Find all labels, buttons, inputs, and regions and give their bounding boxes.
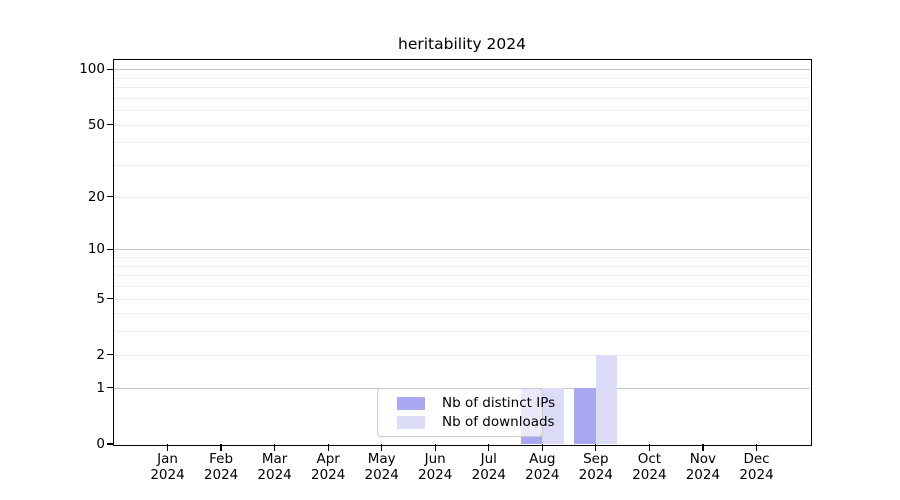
y-tick-1	[107, 387, 114, 389]
legend: Nb of distinct IPs Nb of downloads	[377, 388, 555, 437]
x-tick-aug	[541, 444, 543, 451]
x-tick-apr	[327, 444, 329, 451]
x-tick-label-jun: Jun 2024	[418, 451, 453, 483]
y-tick-label-100: 100	[79, 61, 105, 78]
gridline-y-minor-9	[114, 257, 810, 258]
gridline-y-minor-90	[114, 77, 810, 79]
bar-nb-of-distinct-ips-sep	[574, 387, 596, 444]
gridline-y-minor-80	[114, 87, 810, 88]
x-tick-jul	[488, 444, 490, 451]
x-tick-label-apr: Apr 2024	[311, 451, 346, 483]
gridline-y-minor-8	[114, 265, 810, 267]
x-tick-oct	[648, 444, 650, 451]
gridline-y-minor-7	[114, 275, 810, 277]
x-tick-label-nov: Nov 2024	[685, 451, 721, 483]
y-tick-20	[107, 196, 114, 198]
x-tick-label-aug: Aug 2024	[525, 451, 560, 483]
y-tick-label-2: 2	[96, 346, 105, 363]
x-tick-label-sep: Sep 2024	[578, 451, 613, 483]
gridline-y-minor-4	[114, 313, 810, 315]
y-tick-5	[107, 297, 114, 300]
x-tick-jan	[166, 444, 169, 451]
x-tick-label-jul: Jul 2024	[471, 451, 506, 483]
y-tick-10	[107, 248, 114, 250]
x-tick-feb	[220, 444, 222, 451]
gridline-y-minor-20	[114, 196, 810, 198]
x-tick-nov	[702, 444, 704, 451]
x-tick-label-mar: Mar 2024	[257, 451, 292, 483]
legend-item-downloads: Nb of downloads	[397, 413, 555, 431]
plot-area	[114, 60, 810, 444]
y-tick-0	[107, 443, 114, 445]
gridline-y-minor-60	[114, 110, 810, 112]
legend-item-distinct-ips: Nb of distinct IPs	[397, 394, 555, 412]
x-tick-sep	[595, 444, 597, 451]
gridline-y-minor-5	[114, 298, 810, 300]
gridline-y-minor-30	[114, 165, 810, 167]
legend-swatch-distinct-ips	[397, 396, 425, 410]
y-tick-2	[107, 354, 114, 356]
x-tick-label-jan: Jan 2024	[150, 451, 185, 483]
gridline-y-major-10	[114, 249, 810, 251]
x-tick-may	[381, 444, 383, 451]
gridline-y-minor-3	[114, 331, 810, 333]
y-tick-label-5: 5	[96, 290, 105, 307]
gridline-y-minor-2	[114, 354, 810, 356]
y-tick-label-10: 10	[87, 241, 105, 258]
legend-label-downloads: Nb of downloads	[442, 414, 555, 430]
x-tick-label-may: May 2024	[364, 451, 399, 483]
y-tick-label-50: 50	[87, 116, 105, 133]
legend-label-distinct-ips: Nb of distinct IPs	[442, 395, 556, 411]
y-tick-label-20: 20	[87, 188, 105, 205]
y-tick-label-0: 0	[96, 436, 105, 452]
gridline-y-minor-50	[114, 124, 810, 126]
x-tick-label-oct: Oct 2024	[632, 451, 667, 483]
legend-swatch-downloads	[397, 415, 425, 429]
bar-nb-of-downloads-aug	[542, 387, 564, 444]
y-tick-100	[107, 68, 114, 70]
gridline-y-minor-6	[114, 285, 810, 287]
bar-nb-of-downloads-sep	[595, 354, 618, 444]
y-tick-50	[107, 124, 114, 126]
x-tick-jun	[434, 444, 436, 451]
y-tick-label-1: 1	[96, 379, 105, 396]
x-tick-label-dec: Dec 2024	[739, 451, 774, 483]
gridline-y-minor-70	[114, 97, 810, 99]
x-tick-dec	[755, 444, 758, 451]
gridline-y-major-100	[114, 69, 810, 71]
gridline-y-minor-40	[114, 142, 810, 144]
chart-title: heritability 2024	[398, 35, 526, 53]
x-tick-label-feb: Feb 2024	[203, 451, 239, 483]
x-tick-mar	[274, 444, 276, 451]
